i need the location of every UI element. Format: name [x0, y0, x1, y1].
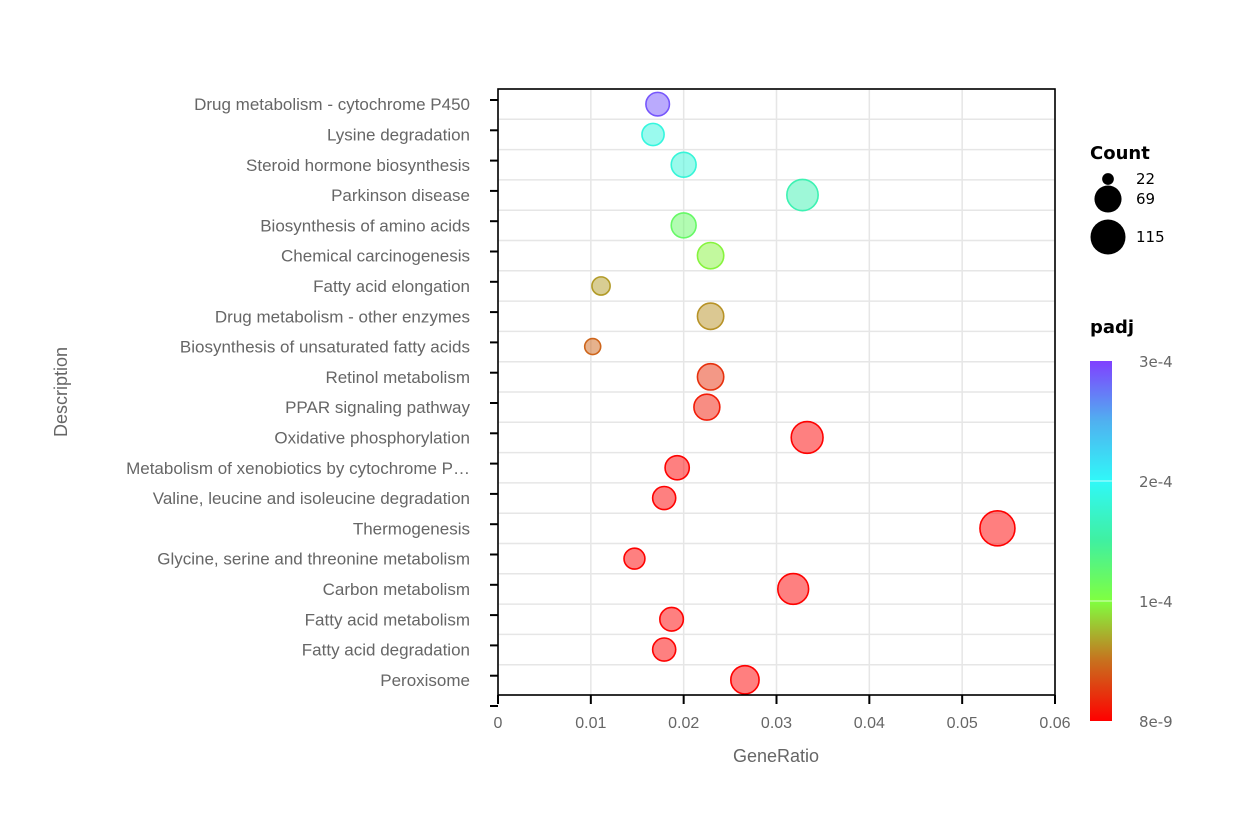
data-point: [623, 547, 646, 570]
y-tick-label: Glycine, serine and threonine metabolism: [157, 550, 470, 569]
y-tick-label: Metabolism of xenobiotics by cytochrome …: [126, 459, 470, 478]
y-tick-label: Parkinson disease: [331, 186, 470, 205]
size-legend-label: 115: [1136, 228, 1165, 246]
x-axis: 0 0.01 0.02 0.03 0.04 0.05 0.06: [494, 695, 1071, 732]
size-legend-marker: [1102, 173, 1114, 185]
data-point: [777, 572, 810, 606]
data-point: [645, 91, 671, 117]
y-tick-label: Oxidative phosphorylation: [274, 428, 470, 447]
data-point: [730, 664, 760, 695]
data-point: [696, 241, 725, 270]
y-tick-label: Valine, leucine and isoleucine degradati…: [153, 489, 470, 508]
data-point: [659, 606, 685, 632]
data-point: [664, 454, 691, 481]
data-point: [790, 420, 824, 455]
data-point: [670, 212, 697, 239]
y-tick-label: PPAR signaling pathway: [285, 398, 470, 417]
y-tick-label: Fatty acid metabolism: [305, 610, 470, 629]
x-tick-label: 0.05: [947, 715, 978, 732]
data-point: [979, 510, 1016, 547]
colorbar-tick-label: 3e-4: [1139, 353, 1173, 371]
size-legend-title: Count: [1090, 143, 1150, 164]
data-point: [651, 637, 677, 662]
x-tick-label: 0.06: [1039, 715, 1070, 732]
data-points: [583, 91, 1016, 695]
size-legend-label: 69: [1136, 190, 1155, 208]
colorbar-tick-label: 8e-9: [1139, 713, 1173, 731]
data-point: [693, 393, 721, 421]
y-tick-label: Fatty acid degradation: [302, 641, 470, 660]
data-point: [786, 178, 819, 212]
y-tick-label: Thermogenesis: [353, 519, 470, 538]
y-tick-label: Lysine degradation: [327, 125, 470, 144]
colorbar-tick-label: 2e-4: [1139, 473, 1173, 491]
x-tick-label: 0: [494, 715, 503, 732]
colorbar: [1090, 361, 1112, 721]
y-tick-label: Peroxisome: [380, 671, 470, 690]
x-tick-label: 0.02: [668, 715, 699, 732]
data-point: [583, 337, 602, 356]
y-tick-label: Chemical carcinogenesis: [281, 247, 470, 266]
size-legend-label: 22: [1136, 170, 1155, 188]
y-tick-label: Carbon metabolism: [323, 580, 470, 599]
y-tick-label: Fatty acid elongation: [313, 277, 470, 296]
y-tick-label: Steroid hormone biosynthesis: [246, 156, 470, 175]
y-tick-label: Drug metabolism - cytochrome P450: [194, 95, 470, 114]
color-legend: padj 8e-9 1e-4 2e-4 3e-4: [1090, 317, 1173, 731]
y-tick-label: Drug metabolism - other enzymes: [215, 307, 470, 326]
size-legend-marker: [1094, 185, 1122, 213]
size-legend-marker: [1090, 219, 1126, 255]
data-point: [670, 151, 697, 178]
y-axis: Drug metabolism - cytochrome P450 Lysine …: [126, 95, 498, 707]
x-tick-label: 0.01: [575, 715, 606, 732]
y-tick-label: Biosynthesis of amino acids: [260, 216, 470, 235]
grid-lines: [497, 88, 1056, 696]
size-legend: Count 22 69 115: [1090, 143, 1165, 255]
x-tick-label: 0.03: [761, 715, 792, 732]
x-axis-title: GeneRatio: [733, 746, 819, 766]
y-axis-title: Description: [51, 347, 71, 437]
y-tick-label: Retinol metabolism: [325, 368, 470, 387]
data-point: [696, 362, 725, 391]
x-tick-label: 0.04: [854, 715, 885, 732]
data-point: [591, 276, 611, 296]
data-point: [641, 122, 665, 147]
colorbar-tick-label: 1e-4: [1139, 593, 1173, 611]
color-legend-title: padj: [1090, 317, 1134, 338]
data-point: [651, 485, 677, 511]
data-point: [696, 302, 725, 331]
y-tick-label: Biosynthesis of unsaturated fatty acids: [180, 338, 470, 357]
